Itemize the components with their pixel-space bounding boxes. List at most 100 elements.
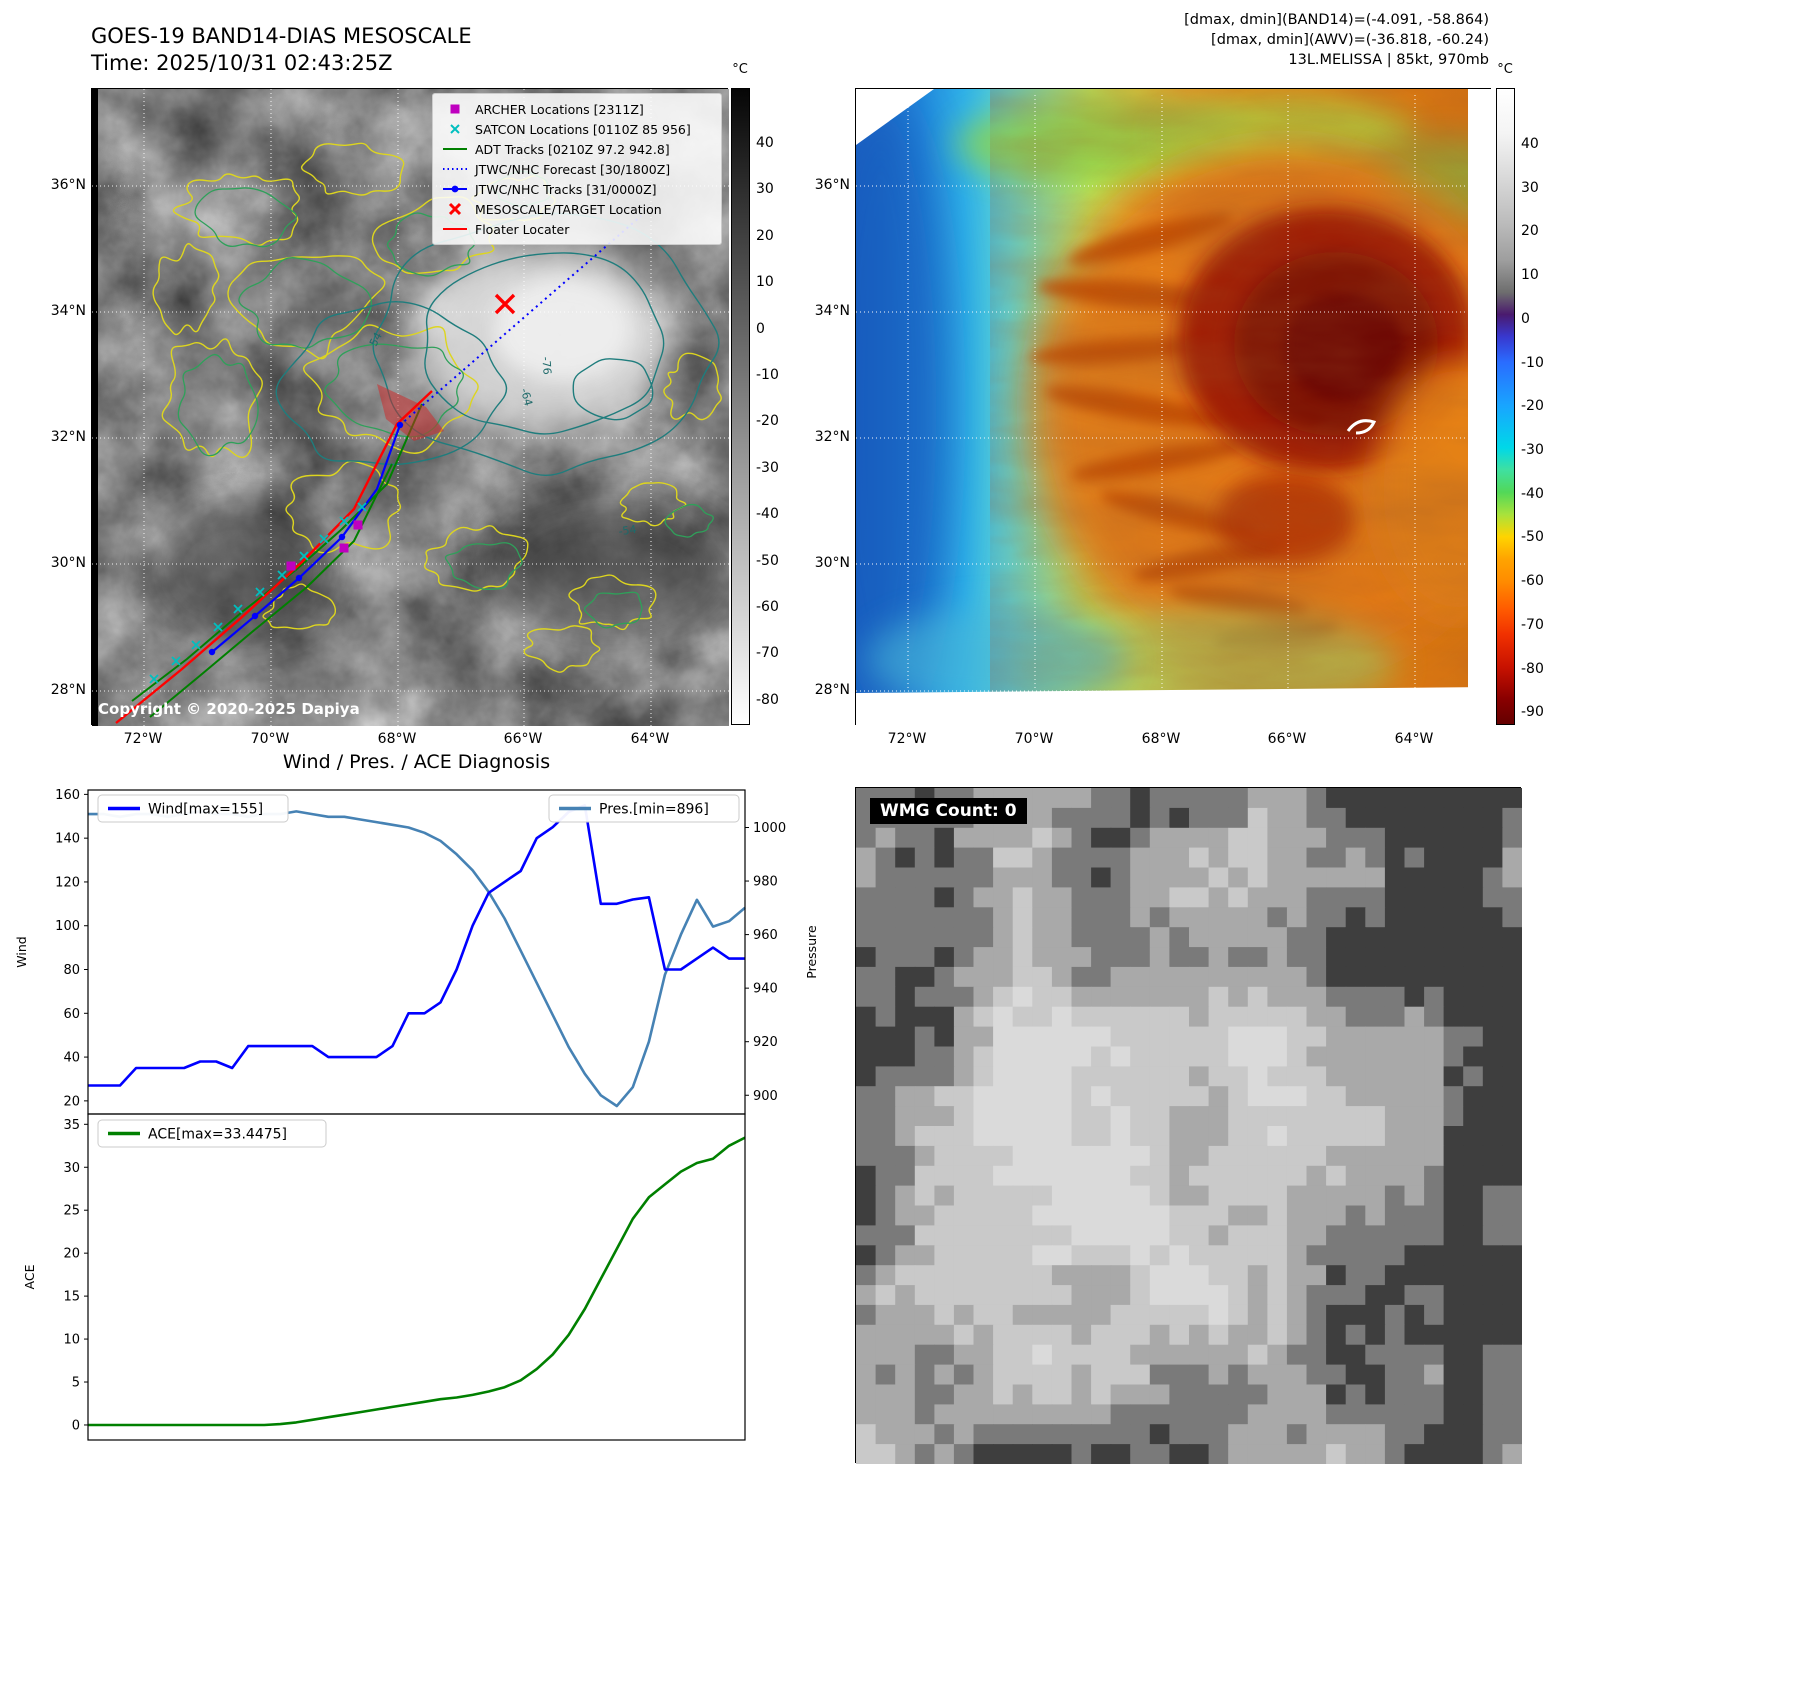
wmg-pixel-grid [856,788,1522,1464]
contour-label: 54 [367,330,385,348]
tick-label: 160 [55,788,80,803]
band14-colorbar-tick: -10 [756,367,779,383]
awv-satellite-image [856,89,1492,726]
tick-label: 0 [72,1418,80,1433]
band14-lon-label: 64°W [630,731,670,747]
tick-label: 10 [63,1333,80,1348]
ace-axis-label: ACE [22,1264,37,1289]
map-legend-item: JTWC/NHC Forecast [30/1800Z] [440,159,714,179]
band14-colorbar-tick: 0 [756,320,765,337]
band14-timestamp: Time: 2025/10/31 02:43:25Z [91,51,393,75]
tick-label: 5 [72,1376,80,1391]
map-legend-item: ADT Tracks [0210Z 97.2 942.8] [440,139,714,159]
x-legend-marker-icon [450,124,460,134]
band14-lon-label: 70°W [250,731,290,747]
wmg-image [856,788,1522,1464]
awv-lat-label: 28°N [814,682,850,698]
wind-legend: Wind[max=155] [148,802,263,818]
awv-lat-label: 30°N [814,555,850,571]
line-legend-marker-icon [443,148,467,150]
pres-legend-box [548,794,740,823]
contours-yellow [152,142,722,673]
line-dot-legend-marker-icon [443,185,467,193]
band14-colorbar-tick: 10 [756,274,774,291]
jtwc-forecast-track [399,215,642,426]
ace-legend: ACE[max=33.4475] [148,1127,287,1143]
dotted-line-legend-marker-icon [443,168,467,170]
tick-label: 40 [63,1051,80,1066]
awv-lat-label: 32°N [814,429,850,445]
band14-title: GOES-19 BAND14-DIAS MESOSCALE [91,24,472,48]
map-legend-label: Floater Locater [475,221,570,237]
tick-label: 960 [753,928,778,943]
tick-label: 140 [55,832,80,847]
awv-colorbar-tick: -80 [1521,660,1544,677]
awv-lon-label: 66°W [1267,731,1307,747]
wind-axis-label: Wind [14,936,29,967]
copyright-text: Copyright © 2020-2025 Dapiya [98,700,360,718]
awv-colorbar-tick: -50 [1521,529,1544,546]
band14-lat-label: 30°N [50,555,86,571]
map-legend-label: JTWC/NHC Forecast [30/1800Z] [475,161,671,177]
wmg-count-label: WMG Count: 0 [870,798,1027,824]
cloud-streak-texture [1036,89,1492,726]
band14-colorbar-tick: 40 [756,135,774,151]
tick-label: 120 [55,875,80,890]
contour-label: -76 [539,356,554,375]
jtwc-track [208,421,404,656]
tick-label: 35 [63,1118,80,1133]
awv-lon-label: 64°W [1394,731,1434,747]
band14-colorbar-tick: -30 [756,459,779,476]
pressure-axis-label: Pressure [804,925,819,979]
awv-annotation-line: [dmax, dmin](AWV)=(-36.818, -60.24) [1211,32,1489,48]
adt-track [131,403,423,702]
map-legend-item: Floater Locater [440,219,714,239]
awv-colorbar-tick: 40 [1521,136,1539,152]
band14-colorbar-tick: -80 [756,691,779,708]
map-legend-item: SATCON Locations [0110Z 85 956] [440,119,714,139]
band14-satellite-map: 54 -76 -64 -54 ARCHER Locations [2311Z] SATC… [91,88,729,726]
tick-label: 30 [63,1161,80,1176]
map-legend-item: MESOSCALE/TARGET Location [440,199,714,219]
awv-annotation-line: 13L.MELISSA | 85kt, 970mb [1288,52,1489,68]
diagnosis-charts: 20 40 60 80 100 120 140 160 900 920 940 960 980 1000 0… [14,788,819,1441]
tick-label: 1000 [753,821,786,836]
band14-lon-label: 66°W [503,731,543,747]
awv-colorbar-tick: -70 [1521,616,1544,633]
awv-colorbar [1496,88,1515,725]
eye-marker [1346,419,1377,435]
tick-label: 15 [63,1290,80,1305]
awv-colorbar-tick: 10 [1521,267,1539,284]
tick-label: 20 [63,1247,80,1262]
band14-colorbar [731,88,750,725]
map-legend-label: ADT Tracks [0210Z 97.2 942.8] [475,141,670,157]
awv-colorbar-tick: -20 [1521,398,1544,415]
awv-lat-label: 34°N [814,303,850,319]
target-x-marker [494,293,516,315]
tick-label: 20 [63,1094,80,1109]
contour-label: -64 [518,387,535,408]
awv-colorbar-tick: 30 [1521,179,1539,196]
contour-labels: 54 -76 -64 -54 [367,330,637,538]
diagnosis-title: Wind / Pres. / ACE Diagnosis [282,751,551,773]
wmg-panel: WMG Count: 0 [855,787,1522,1464]
tick-label: 900 [753,1089,778,1104]
map-legend-label: ARCHER Locations [2311Z] [475,101,644,117]
awv-lon-label: 70°W [1014,731,1054,747]
contour-label: -54 [618,523,638,538]
pres-legend: Pres.[min=896] [599,802,709,818]
bold-x-legend-marker-icon [448,202,462,216]
awv-satellite-map [855,88,1492,726]
band14-lat-label: 34°N [50,303,86,319]
map-legend-item: JTWC/NHC Tracks [31/0000Z] [440,179,714,199]
awv-lat-label: 36°N [814,177,850,193]
tick-label: 100 [55,919,80,934]
awv-colorbar-tick: -10 [1521,354,1544,371]
awv-colorbar-unit: °C [1497,62,1513,77]
band14-colorbar-unit: °C [732,62,748,77]
map-legend: ARCHER Locations [2311Z] SATCON Locations… [432,93,722,245]
band14-lon-label: 68°W [377,731,417,747]
band14-lat-label: 28°N [50,682,86,698]
square-legend-marker-icon [450,104,460,114]
map-legend-label: MESOSCALE/TARGET Location [475,201,662,217]
